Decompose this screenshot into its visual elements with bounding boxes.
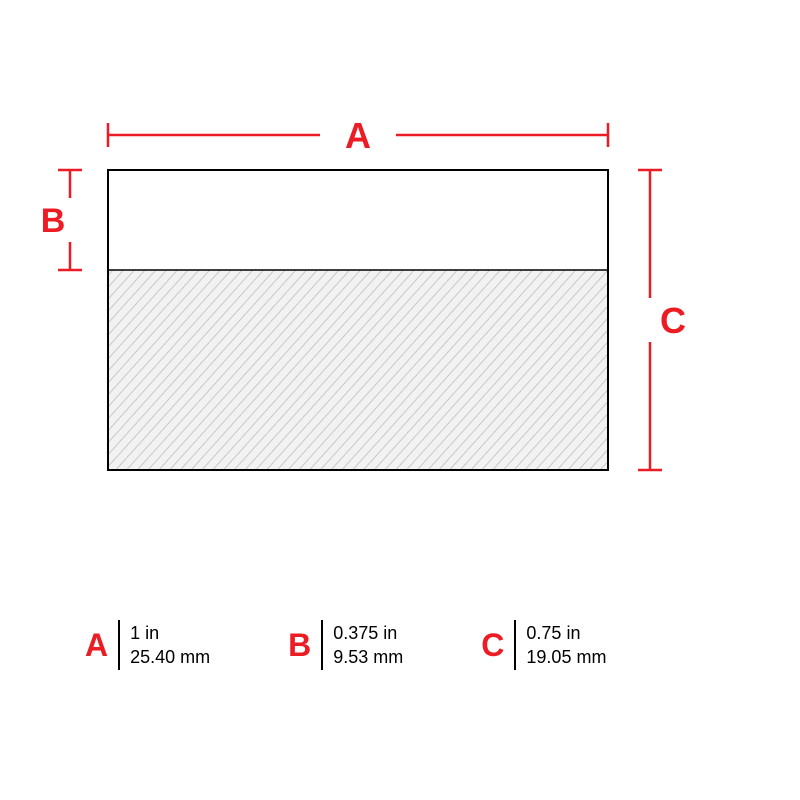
legend-inches: 0.75 in [526, 621, 606, 645]
legend-divider [514, 620, 516, 670]
legend-values: 1 in 25.40 mm [130, 621, 210, 670]
legend: A 1 in 25.40 mm B 0.375 in 9.53 mm C 0.7… [85, 620, 606, 670]
legend-letter: B [288, 627, 311, 664]
legend-item-b: B 0.375 in 9.53 mm [288, 620, 403, 670]
hatched-region [108, 270, 608, 470]
top-band [108, 170, 608, 270]
legend-letter: C [481, 627, 504, 664]
legend-item-a: A 1 in 25.40 mm [85, 620, 210, 670]
legend-inches: 1 in [130, 621, 210, 645]
legend-divider [118, 620, 120, 670]
legend-inches: 0.375 in [333, 621, 403, 645]
legend-divider [321, 620, 323, 670]
dimension-diagram: A B C [0, 0, 800, 800]
legend-values: 0.375 in 9.53 mm [333, 621, 403, 670]
dim-a-label: A [345, 115, 371, 156]
legend-mm: 19.05 mm [526, 645, 606, 669]
legend-values: 0.75 in 19.05 mm [526, 621, 606, 670]
legend-letter: A [85, 627, 108, 664]
dimension-a: A [108, 115, 608, 156]
legend-mm: 25.40 mm [130, 645, 210, 669]
dimension-c: C [638, 170, 686, 470]
dim-c-label: C [660, 300, 686, 341]
legend-mm: 9.53 mm [333, 645, 403, 669]
legend-item-c: C 0.75 in 19.05 mm [481, 620, 606, 670]
dimension-b: B [41, 170, 82, 270]
dim-b-label: B [41, 202, 66, 240]
